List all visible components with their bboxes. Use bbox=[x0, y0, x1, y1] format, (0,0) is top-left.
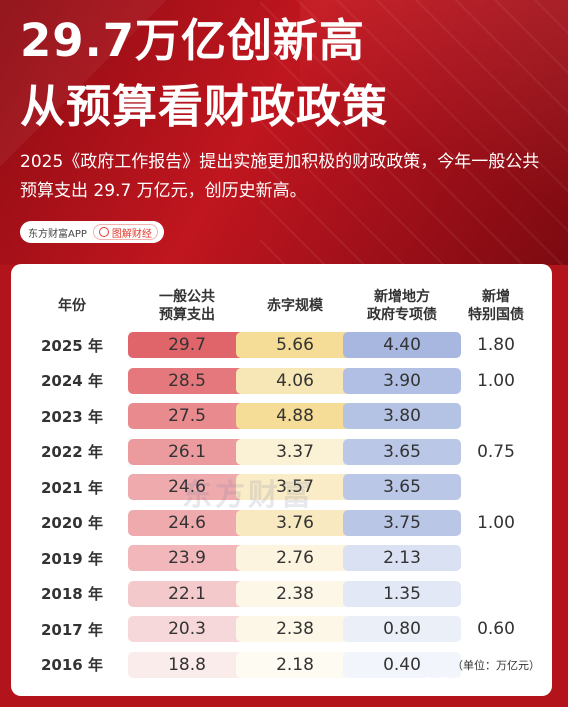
table-row: 2021 年 24.6 3.57 3.65 bbox=[11, 470, 552, 506]
year-cell: 2021 年 bbox=[41, 478, 103, 497]
budget-cell: 29.7 bbox=[128, 332, 246, 358]
year-cell: 2024 年 bbox=[41, 372, 103, 390]
table-header: 年份 一般公共 预算支出 赤字规模 新增地方 政府专项债 新增 特别国债 bbox=[11, 284, 552, 328]
deficit-cell: 3.37 bbox=[236, 438, 354, 465]
year-cell: 2023 年 bbox=[41, 407, 103, 426]
deficit-cell: 2.38 bbox=[236, 616, 354, 642]
table-row: 2025 年 29.7 5.66 4.40 1.80 bbox=[11, 328, 552, 364]
brand-logo-icon bbox=[424, 676, 435, 687]
special-bond-cell bbox=[451, 545, 541, 571]
special-bond-cell: 0.60 bbox=[477, 619, 515, 639]
deficit-cell: 5.66 bbox=[236, 332, 354, 358]
special-bond-cell: 1.80 bbox=[477, 335, 515, 355]
local-bond-cell: 3.65 bbox=[343, 438, 461, 465]
budget-cell: 26.1 bbox=[128, 438, 246, 465]
table-row: 2018 年 22.1 2.38 1.35 bbox=[11, 577, 552, 613]
header-year: 年份 bbox=[58, 298, 86, 314]
year-cell: 2017 年 bbox=[41, 620, 103, 639]
page-title: 29.7万亿创新高 bbox=[20, 14, 366, 67]
budget-cell: 23.9 bbox=[128, 545, 246, 571]
hero-banner: 29.7万亿创新高 从预算看财政政策 2025《政府工作报告》提出实施更加积极的… bbox=[0, 0, 568, 265]
budget-cell: 22.1 bbox=[128, 580, 246, 607]
deficit-cell: 3.57 bbox=[236, 474, 354, 500]
deficit-cell: 3.76 bbox=[236, 509, 354, 536]
deficit-cell: 2.18 bbox=[236, 651, 354, 678]
local-bond-cell: 2.13 bbox=[343, 545, 461, 571]
header-special-bond: 新增 特别国债 bbox=[468, 289, 524, 323]
special-bond-cell bbox=[451, 403, 541, 429]
year-cell: 2016 年 bbox=[41, 656, 103, 674]
budget-cell: 28.5 bbox=[128, 367, 246, 394]
footer-watermark-label: 东方财富·图解财经 bbox=[438, 675, 538, 689]
data-table-card: 年份 一般公共 预算支出 赤字规模 新增地方 政府专项债 新增 特别国债 202… bbox=[11, 264, 552, 696]
local-bond-cell: 1.35 bbox=[343, 580, 461, 607]
page-title-line2: 从预算看财政政策 bbox=[20, 80, 389, 133]
special-bond-cell: 0.75 bbox=[477, 441, 515, 462]
special-bond-cell: 1.00 bbox=[477, 512, 515, 533]
table-row: 2023 年 27.5 4.88 3.80 bbox=[11, 399, 552, 435]
deficit-cell: 4.88 bbox=[236, 403, 354, 429]
local-bond-cell: 3.80 bbox=[343, 403, 461, 429]
special-bond-cell bbox=[451, 474, 541, 500]
search-icon bbox=[98, 227, 109, 237]
year-cell: 2020 年 bbox=[41, 514, 103, 532]
year-cell: 2019 年 bbox=[41, 549, 103, 568]
local-bond-cell: 3.65 bbox=[343, 474, 461, 500]
watermark: 东方财富 bbox=[182, 478, 314, 513]
budget-cell: 24.6 bbox=[128, 474, 246, 500]
unit-note: （单位：万亿元） bbox=[452, 658, 540, 672]
table-row: 2024 年 28.5 4.06 3.90 1.00 bbox=[11, 364, 552, 400]
deficit-cell: 4.06 bbox=[236, 367, 354, 394]
table-row: 2022 年 26.1 3.37 3.65 0.75 bbox=[11, 435, 552, 471]
local-bond-cell: 3.75 bbox=[343, 509, 461, 536]
local-bond-cell: 0.40 bbox=[343, 651, 461, 678]
special-bond-cell: 1.00 bbox=[477, 370, 515, 391]
special-bond-cell bbox=[451, 581, 541, 607]
table-row: 2019 年 23.9 2.76 2.13 bbox=[11, 541, 552, 577]
local-bond-cell: 0.80 bbox=[343, 616, 461, 642]
budget-cell: 27.5 bbox=[128, 403, 246, 429]
budget-cell: 24.6 bbox=[128, 509, 246, 536]
budget-cell: 20.3 bbox=[128, 616, 246, 642]
category-tag[interactable]: 图解财经 bbox=[92, 224, 158, 240]
deficit-cell: 2.38 bbox=[236, 580, 354, 607]
table-row: 2020 年 24.6 3.76 3.75 1.00 bbox=[11, 506, 552, 542]
header-deficit: 赤字规模 bbox=[267, 298, 323, 314]
category-tag-label: 图解财经 bbox=[111, 228, 152, 240]
budget-cell: 18.8 bbox=[128, 651, 246, 678]
table-row: 2017 年 20.3 2.38 0.80 0.60 bbox=[11, 612, 552, 648]
deficit-cell: 2.76 bbox=[236, 545, 354, 571]
year-cell: 2022 年 bbox=[41, 443, 103, 461]
local-bond-cell: 3.90 bbox=[343, 367, 461, 394]
header-local-bond: 新增地方 政府专项债 bbox=[367, 289, 437, 323]
brand-label: 东方财富APP bbox=[28, 228, 87, 240]
footer-watermark: 东方财富·图解财经 bbox=[424, 673, 538, 690]
table-row: 2016 年 18.8 2.18 0.40 （单位：万亿元） bbox=[11, 648, 552, 684]
intro-text: 2025《政府工作报告》提出实施更加积极的财政政策，今年一般公共预算支出 29.… bbox=[20, 152, 540, 201]
year-cell: 2025 年 bbox=[41, 336, 103, 355]
source-badge[interactable]: 东方财富APP 图解财经 bbox=[20, 221, 164, 243]
local-bond-cell: 4.40 bbox=[343, 332, 461, 358]
year-cell: 2018 年 bbox=[41, 585, 103, 603]
header-budget: 一般公共 预算支出 bbox=[159, 289, 215, 323]
